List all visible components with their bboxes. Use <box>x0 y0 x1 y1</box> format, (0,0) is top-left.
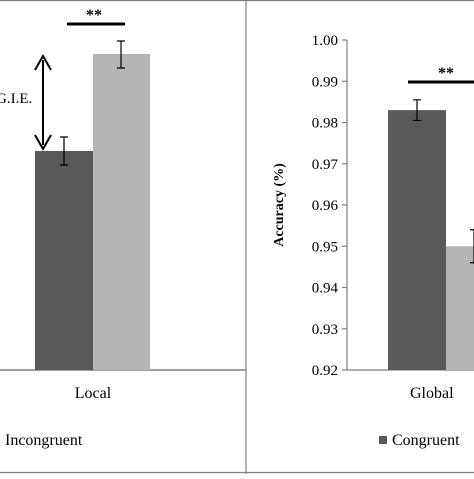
right-errorbar-0 <box>413 99 421 122</box>
right-legend-swatch-congruent <box>379 436 387 444</box>
right-category-label: Global <box>410 385 454 402</box>
right-bar-1 <box>446 246 474 370</box>
y-tick-label-8: 1.00 <box>312 33 338 49</box>
y-tick-label-6: 0.98 <box>312 116 338 132</box>
y-tick-label-3: 0.95 <box>312 239 338 255</box>
right-legend-label: Congruent <box>392 432 460 449</box>
left-errorbar-incongruent <box>117 40 125 69</box>
left-errorbar-congruent <box>60 136 68 166</box>
y-tick-label-0: 0.92 <box>312 363 338 379</box>
right-significance-label: ** <box>438 65 454 82</box>
right-y-axis-title: Accuracy (%) <box>272 163 287 247</box>
right-y-ticks: 0.92 0.93 0.94 0.95 0.96 0.97 0.98 0.99 1.00 <box>312 33 347 379</box>
y-tick-label-5: 0.97 <box>312 157 339 173</box>
right-bars <box>388 99 474 370</box>
left-bar-congruent <box>35 151 93 370</box>
y-tick-label-1: 0.93 <box>312 322 338 338</box>
left-panel: ** G.I.E. Local Incongruent <box>0 7 246 449</box>
left-legend-label: Incongruent <box>5 432 83 449</box>
y-tick-label-7: 0.99 <box>312 74 338 90</box>
y-tick-label-2: 0.94 <box>312 281 339 297</box>
gie-label: G.I.E. <box>0 91 32 107</box>
left-bar-incongruent <box>93 54 150 370</box>
left-significance-label: ** <box>86 7 102 24</box>
y-tick-label-4: 0.96 <box>312 198 339 214</box>
gie-double-arrow <box>34 53 52 152</box>
right-bar-0 <box>388 110 446 370</box>
right-panel: 0.920.930.940.950.960.970.980.991.00 ** … <box>272 33 474 449</box>
left-category-label: Local <box>75 385 112 402</box>
right-errorbar-1 <box>470 229 474 264</box>
